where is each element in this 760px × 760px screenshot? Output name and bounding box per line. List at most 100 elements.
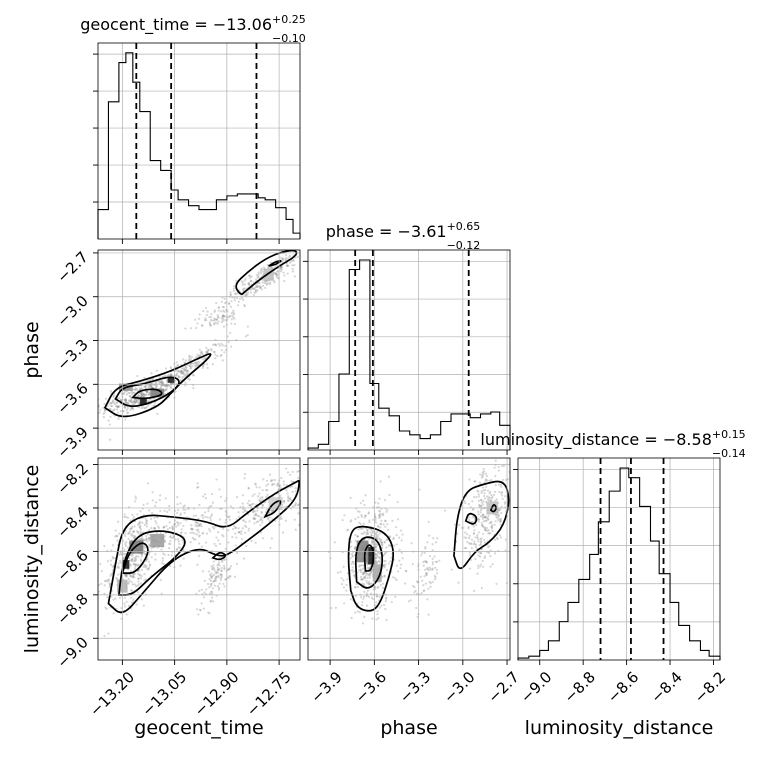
sample-point	[134, 495, 137, 498]
sample-point	[405, 570, 408, 573]
sample-point	[182, 548, 185, 552]
sample-point	[366, 589, 369, 592]
sample-point	[392, 536, 395, 539]
sample-point	[488, 545, 491, 548]
sample-point	[319, 469, 321, 471]
sample-point	[233, 296, 236, 300]
sample-point	[214, 544, 218, 547]
sample-point	[478, 544, 481, 547]
sample-point	[125, 409, 128, 412]
sample-point	[191, 527, 194, 531]
sample-point	[415, 592, 419, 595]
sample-point	[364, 514, 367, 517]
sample-point	[131, 558, 134, 561]
sample-point	[254, 483, 257, 486]
sample-point	[136, 523, 140, 526]
sample-point	[217, 576, 220, 579]
sample-point	[131, 530, 134, 533]
sample-point	[140, 395, 143, 398]
panel-phase-vs-geocent-time	[93, 249, 301, 455]
sample-point	[248, 281, 251, 285]
sample-point	[474, 543, 478, 546]
sample-point	[481, 513, 485, 516]
sample-point	[213, 350, 216, 353]
x-tick-label: −3.3	[396, 668, 434, 706]
sample-point	[433, 578, 437, 581]
sample-point	[137, 532, 140, 535]
sample-point	[339, 570, 342, 574]
sample-point	[140, 559, 143, 563]
sample-point	[468, 537, 471, 540]
sample-point	[157, 526, 161, 529]
sample-point	[379, 523, 382, 526]
title-upper-error: +0.65	[447, 220, 481, 233]
sample-point	[350, 545, 353, 548]
sample-point	[497, 465, 500, 468]
sample-point	[238, 530, 241, 534]
sample-point	[182, 371, 185, 374]
sample-point	[286, 257, 290, 260]
sample-point	[217, 342, 220, 346]
sample-point	[243, 524, 247, 527]
sample-point	[209, 324, 212, 327]
sample-point	[107, 578, 111, 581]
sample-point	[117, 405, 120, 408]
sample-point	[477, 493, 480, 496]
sample-point	[139, 582, 143, 585]
sample-point	[273, 478, 277, 482]
sample-point	[201, 516, 205, 520]
sample-point	[178, 375, 181, 379]
sample-point	[265, 495, 268, 498]
grid-lines	[98, 43, 300, 239]
sample-point	[195, 521, 199, 524]
panel-frame	[97, 457, 301, 661]
sample-point	[169, 539, 172, 543]
sample-point	[123, 398, 126, 401]
sample-point	[482, 467, 485, 471]
sample-point	[167, 373, 170, 377]
sample-point	[265, 479, 269, 482]
sample-point	[175, 373, 178, 377]
sample-point	[471, 516, 474, 519]
sample-point	[111, 555, 114, 559]
sample-point	[205, 356, 208, 359]
sample-point	[215, 301, 218, 305]
contour-line	[131, 388, 163, 400]
sample-point	[268, 511, 271, 515]
sample-point	[221, 305, 224, 308]
sample-point	[368, 574, 372, 577]
sample-point	[362, 572, 365, 575]
sample-point	[495, 498, 498, 501]
sample-point	[252, 509, 256, 512]
sample-point	[116, 406, 120, 409]
sample-point	[474, 480, 477, 483]
sample-point	[504, 495, 507, 498]
sample-point	[198, 313, 201, 316]
sample-point	[487, 546, 490, 549]
sample-point	[142, 394, 145, 398]
sample-point	[140, 387, 143, 390]
sample-point	[107, 419, 110, 422]
sample-point	[379, 558, 382, 561]
sample-point	[499, 520, 503, 523]
x-tick-label: −13.20	[86, 668, 138, 720]
sample-point	[195, 362, 198, 365]
sample-point	[261, 496, 264, 499]
sample-point	[409, 599, 412, 602]
sample-point	[134, 565, 137, 568]
sample-point	[251, 510, 254, 513]
sample-point	[133, 556, 136, 560]
sample-point	[499, 523, 503, 526]
sample-point	[473, 540, 476, 543]
sample-point	[496, 517, 499, 520]
sample-point	[191, 528, 194, 531]
sample-point	[245, 544, 248, 548]
sample-point	[395, 533, 398, 537]
sample-point	[155, 531, 159, 535]
sample-point	[145, 525, 149, 528]
sample-point	[166, 384, 169, 387]
sample-point	[182, 372, 185, 375]
sample-point	[132, 388, 135, 391]
sample-point	[182, 358, 185, 361]
sample-point	[371, 530, 374, 533]
